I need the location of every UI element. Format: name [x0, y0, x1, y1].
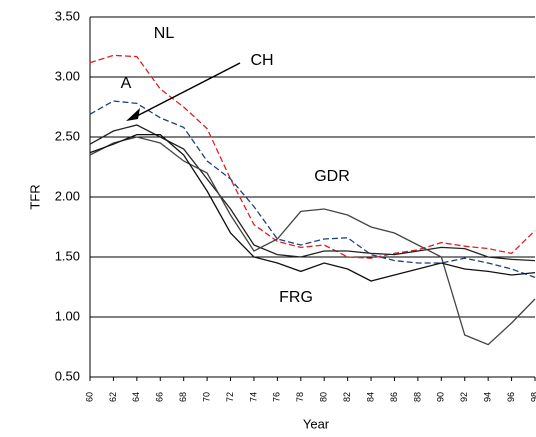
series-label: GDR — [314, 168, 350, 185]
y-tick-label: 3.50 — [55, 8, 80, 23]
x-tick-label: 60 — [84, 392, 94, 402]
x-tick-label: 62 — [108, 392, 118, 402]
y-tick-label: 1.00 — [55, 308, 80, 323]
series-line — [89, 54, 536, 259]
x-axis-label: Year — [303, 416, 330, 431]
series-label: CH — [250, 52, 273, 69]
x-tick-label: 64 — [131, 392, 141, 402]
series-line — [89, 124, 536, 262]
x-tick-label: 80 — [319, 392, 329, 402]
x-tick-label: 82 — [342, 392, 352, 402]
x-tick-label: 88 — [412, 392, 422, 402]
y-tick-label: 2.50 — [55, 128, 80, 143]
arrow-head — [126, 108, 140, 121]
arrow — [132, 62, 241, 119]
x-tick-label: 92 — [459, 392, 469, 402]
x-tick-label: 74 — [248, 392, 258, 402]
y-tick-label: 2.00 — [55, 188, 80, 203]
series-label: A — [121, 75, 132, 92]
series-label: NL — [154, 25, 175, 42]
x-tick-label: 84 — [365, 392, 375, 402]
x-tick-label: 66 — [155, 392, 165, 402]
y-axis-label: TFR — [27, 184, 42, 209]
series-label: FRG — [279, 289, 313, 306]
series-line — [89, 100, 536, 279]
x-tick-label: 98 — [529, 392, 536, 402]
x-tick-label: 90 — [436, 392, 446, 402]
x-tick-label: 96 — [506, 392, 516, 402]
series-line — [89, 136, 536, 346]
x-tick-label: 94 — [483, 392, 493, 402]
x-tick-label: 78 — [295, 392, 305, 402]
y-tick-label: 0.50 — [55, 368, 80, 383]
x-tick-label: 86 — [389, 392, 399, 402]
x-tick-label: 68 — [178, 392, 188, 402]
y-tick-label: 1.50 — [55, 248, 80, 263]
y-tick-label: 3.00 — [55, 68, 80, 83]
x-tick-label: 70 — [201, 392, 211, 402]
x-tick-label: 72 — [225, 392, 235, 402]
series-line — [89, 133, 536, 282]
x-tick-label: 76 — [272, 392, 282, 402]
